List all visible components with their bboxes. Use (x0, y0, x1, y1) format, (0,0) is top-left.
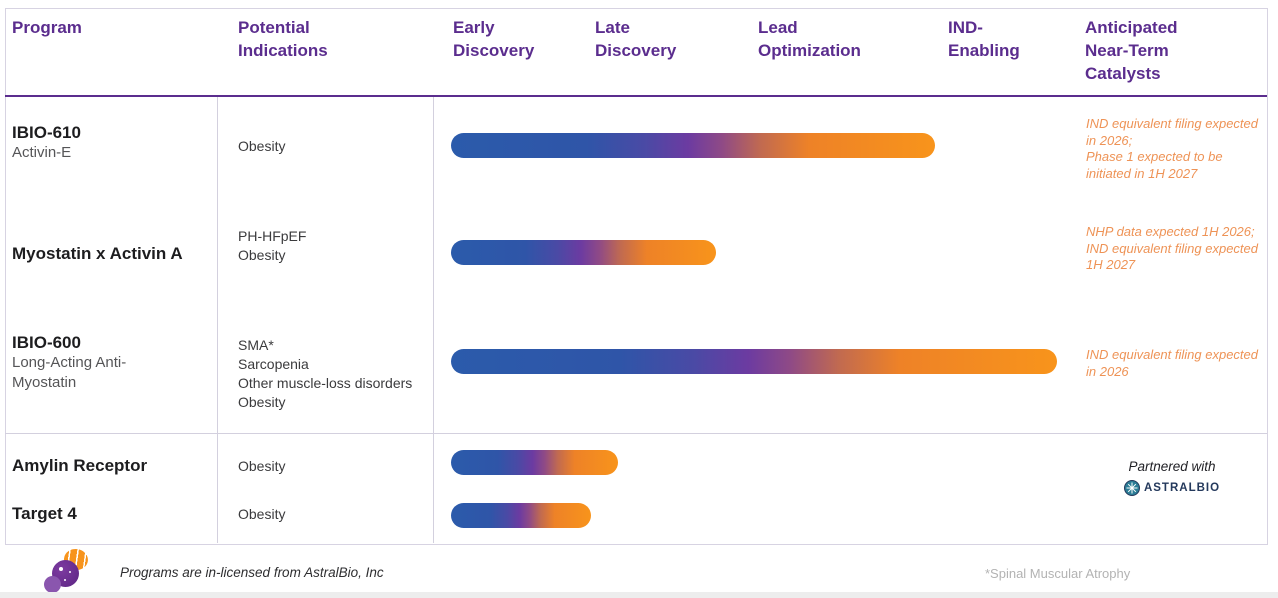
program-name: Target 4 (12, 504, 77, 523)
catalyst-line: IND equivalent filing expected in 2026; (1086, 116, 1258, 148)
partnered-with-label: Partnered with (1128, 459, 1216, 474)
pipeline-progress-bar (451, 240, 716, 265)
program-name: Amylin Receptor (12, 456, 148, 475)
table-row-program: IBIO-610 Activin-E (12, 122, 202, 163)
pipeline-table-frame (5, 8, 1268, 545)
partnered-group-divider (5, 433, 1267, 434)
table-row-program: Target 4 (12, 503, 217, 524)
catalyst-line: NHP data expected 1H 2026; (1086, 224, 1255, 239)
table-row-program: Amylin Receptor (12, 455, 217, 476)
indications-cell: Obesity (238, 137, 423, 156)
column-header-program: Program (12, 18, 82, 37)
program-subtitle: Activin-E (12, 144, 72, 161)
indication-item: Obesity (238, 394, 286, 410)
table-row-program: IBIO-600 Long-Acting Anti-Myostatin (12, 332, 187, 393)
indications-cell: Obesity (238, 457, 423, 476)
column-header-late-discovery: Late Discovery (595, 18, 677, 60)
column-header-early-discovery: Early Discovery (453, 18, 535, 60)
pipeline-progress-bar (451, 503, 591, 528)
license-note: Programs are in-licensed from AstralBio,… (120, 565, 384, 580)
column-divider (217, 97, 218, 543)
catalyst-line: IND equivalent filing expected 1H 2027 (1086, 240, 1258, 273)
astralbio-wordmark: ASTRALBIO (1143, 482, 1221, 494)
indications-cell: SMA* Sarcopenia Other muscle-loss disord… (238, 336, 423, 412)
astralbio-logo-icon (1123, 480, 1140, 496)
indication-item: Obesity (238, 247, 286, 263)
program-name: IBIO-610 (12, 123, 81, 142)
pipeline-progress-bar (451, 450, 618, 475)
indication-item: PH-HFpEF (238, 228, 307, 244)
bottom-edge-strip (0, 592, 1278, 598)
program-subtitle: Long-Acting Anti-Myostatin (12, 354, 127, 391)
catalyst-cell: IND equivalent filing expected in 2026; … (1086, 116, 1258, 182)
column-header-catalysts: Anticipated Near-Term Catalysts (1085, 18, 1178, 83)
column-header-ind-enabling: IND-Enabling (948, 18, 1020, 60)
indication-item: Other muscle-loss disorders (238, 375, 413, 391)
ibio-logo-small-circle (44, 576, 61, 593)
column-divider (433, 97, 434, 543)
program-name: IBIO-600 (12, 333, 81, 352)
indications-cell: Obesity (238, 505, 423, 524)
indication-item: Obesity (238, 138, 286, 154)
pipeline-progress-bar (451, 349, 1057, 374)
sma-footnote: *Spinal Muscular Atrophy (985, 566, 1131, 581)
header-divider-line (5, 95, 1267, 97)
catalyst-cell: IND equivalent filing expected in 2026 (1086, 347, 1258, 380)
catalyst-line: Phase 1 expected to be initiated in 1H 2… (1086, 149, 1223, 181)
indications-cell: PH-HFpEF Obesity (238, 227, 423, 265)
astralbio-logo: ASTRALBIO (1086, 480, 1258, 496)
table-row-program: Myostatin x Activin A (12, 243, 217, 264)
catalyst-cell: NHP data expected 1H 2026; IND equivalen… (1086, 224, 1258, 274)
indication-item: Sarcopenia (238, 356, 309, 372)
column-header-lead-optimization: Lead Optimization (758, 18, 861, 60)
ibio-logo (44, 547, 96, 593)
indication-item: Obesity (238, 506, 286, 522)
catalyst-line: IND equivalent filing expected in 2026 (1086, 347, 1258, 379)
indication-item: Obesity (238, 458, 286, 474)
pipeline-progress-bar (451, 133, 935, 158)
column-header-potential-indications: Potential Indications (238, 18, 328, 60)
indication-item: SMA* (238, 337, 274, 353)
program-name: Myostatin x Activin A (12, 244, 183, 263)
